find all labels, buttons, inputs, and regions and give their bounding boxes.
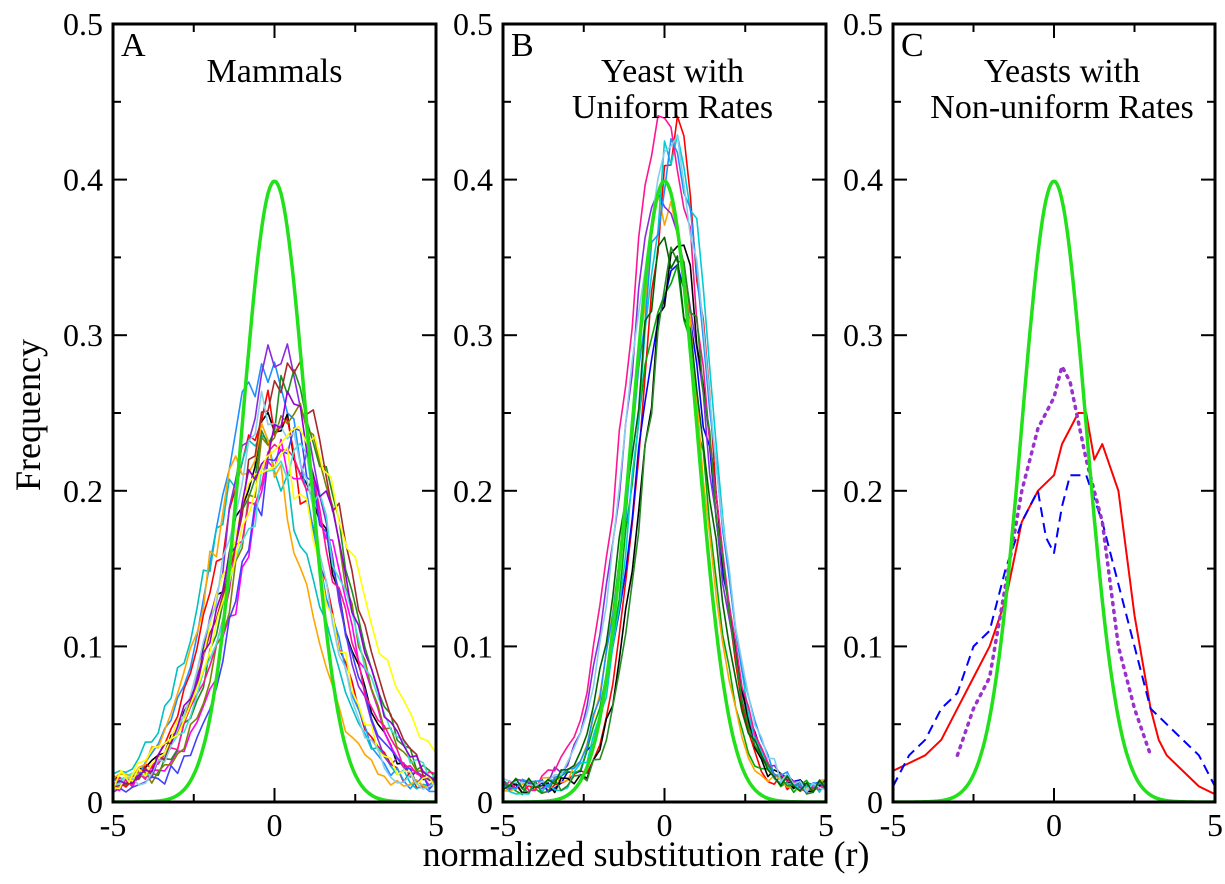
y-tick-label: 0.5 xyxy=(843,6,883,42)
series-line xyxy=(113,422,436,789)
panel-letter: C xyxy=(901,27,924,64)
gaussian-reference-line xyxy=(503,179,826,802)
panel-title-line: Non-uniform Rates xyxy=(930,89,1193,126)
y-tick-label: 0.5 xyxy=(63,6,103,42)
y-tick-label: 0 xyxy=(477,784,493,820)
x-tick-label: 0 xyxy=(1046,807,1062,843)
plot-area xyxy=(893,179,1215,802)
series-line xyxy=(113,390,436,790)
x-tick-label: 5 xyxy=(818,807,834,843)
y-tick-label: 0.2 xyxy=(843,473,883,509)
series-line xyxy=(503,135,826,793)
series-line xyxy=(113,427,436,793)
y-tick-label: 0.3 xyxy=(453,317,493,353)
x-tick-label: -5 xyxy=(490,807,517,843)
panel-title-line: Yeasts with xyxy=(984,53,1140,90)
series-line xyxy=(503,236,826,794)
y-tick-label: 0.2 xyxy=(453,473,493,509)
series-line xyxy=(503,192,826,793)
gaussian-reference-line xyxy=(113,179,436,802)
panel-title-line: Mammals xyxy=(207,53,343,90)
series-line xyxy=(503,138,826,793)
x-tick-label: -5 xyxy=(880,807,907,843)
series-line xyxy=(113,402,436,789)
x-tick-label: 5 xyxy=(1207,807,1223,843)
series-line xyxy=(503,115,826,795)
y-tick-label: 0.4 xyxy=(63,162,103,198)
panel-title-line: Uniform Rates xyxy=(572,89,773,126)
y-tick-label: 0.5 xyxy=(453,6,493,42)
x-axis-title: normalized substitution rate (r) xyxy=(423,834,870,874)
series-line xyxy=(503,191,826,794)
series-line xyxy=(503,264,826,793)
y-tick-label: 0.3 xyxy=(63,317,103,353)
x-tick-label: 0 xyxy=(267,807,283,843)
y-tick-label: 0.4 xyxy=(843,162,883,198)
series-line xyxy=(503,134,826,795)
panel-title-line: Yeast with xyxy=(601,53,744,90)
series-line xyxy=(503,246,826,795)
y-tick-label: 0 xyxy=(87,784,103,820)
plot-area xyxy=(113,179,436,802)
series-line xyxy=(503,115,826,793)
series-line xyxy=(503,264,826,796)
series-solid xyxy=(893,412,1215,796)
x-tick-label: 5 xyxy=(428,807,444,843)
y-tick-label: 0.1 xyxy=(453,628,493,664)
series-line xyxy=(113,343,436,794)
x-tick-label: -5 xyxy=(100,807,127,843)
outlier-series-line xyxy=(113,425,436,790)
y-tick-label: 0.1 xyxy=(843,628,883,664)
series-line xyxy=(113,390,436,786)
series-line xyxy=(113,446,436,791)
plot-area xyxy=(503,115,826,802)
y-tick-label: 0.4 xyxy=(453,162,493,198)
series-line xyxy=(113,360,436,788)
series-dashed xyxy=(893,474,1215,787)
gaussian-reference-line xyxy=(893,179,1215,802)
panel-letter: B xyxy=(511,27,534,64)
y-tick-label: 0.1 xyxy=(63,628,103,664)
plot-frame xyxy=(891,22,1217,804)
y-tick-label: 0.3 xyxy=(843,317,883,353)
panel-letter: A xyxy=(121,27,146,64)
series-dotted xyxy=(955,364,1153,758)
series-line xyxy=(113,368,436,792)
x-tick-label: 0 xyxy=(657,807,673,843)
plot-frame xyxy=(111,22,438,804)
y-tick-label: 0.2 xyxy=(63,473,103,509)
y-tick-label: 0 xyxy=(867,784,883,820)
series-line xyxy=(503,244,826,794)
y-axis-title: Frequency xyxy=(8,339,48,491)
